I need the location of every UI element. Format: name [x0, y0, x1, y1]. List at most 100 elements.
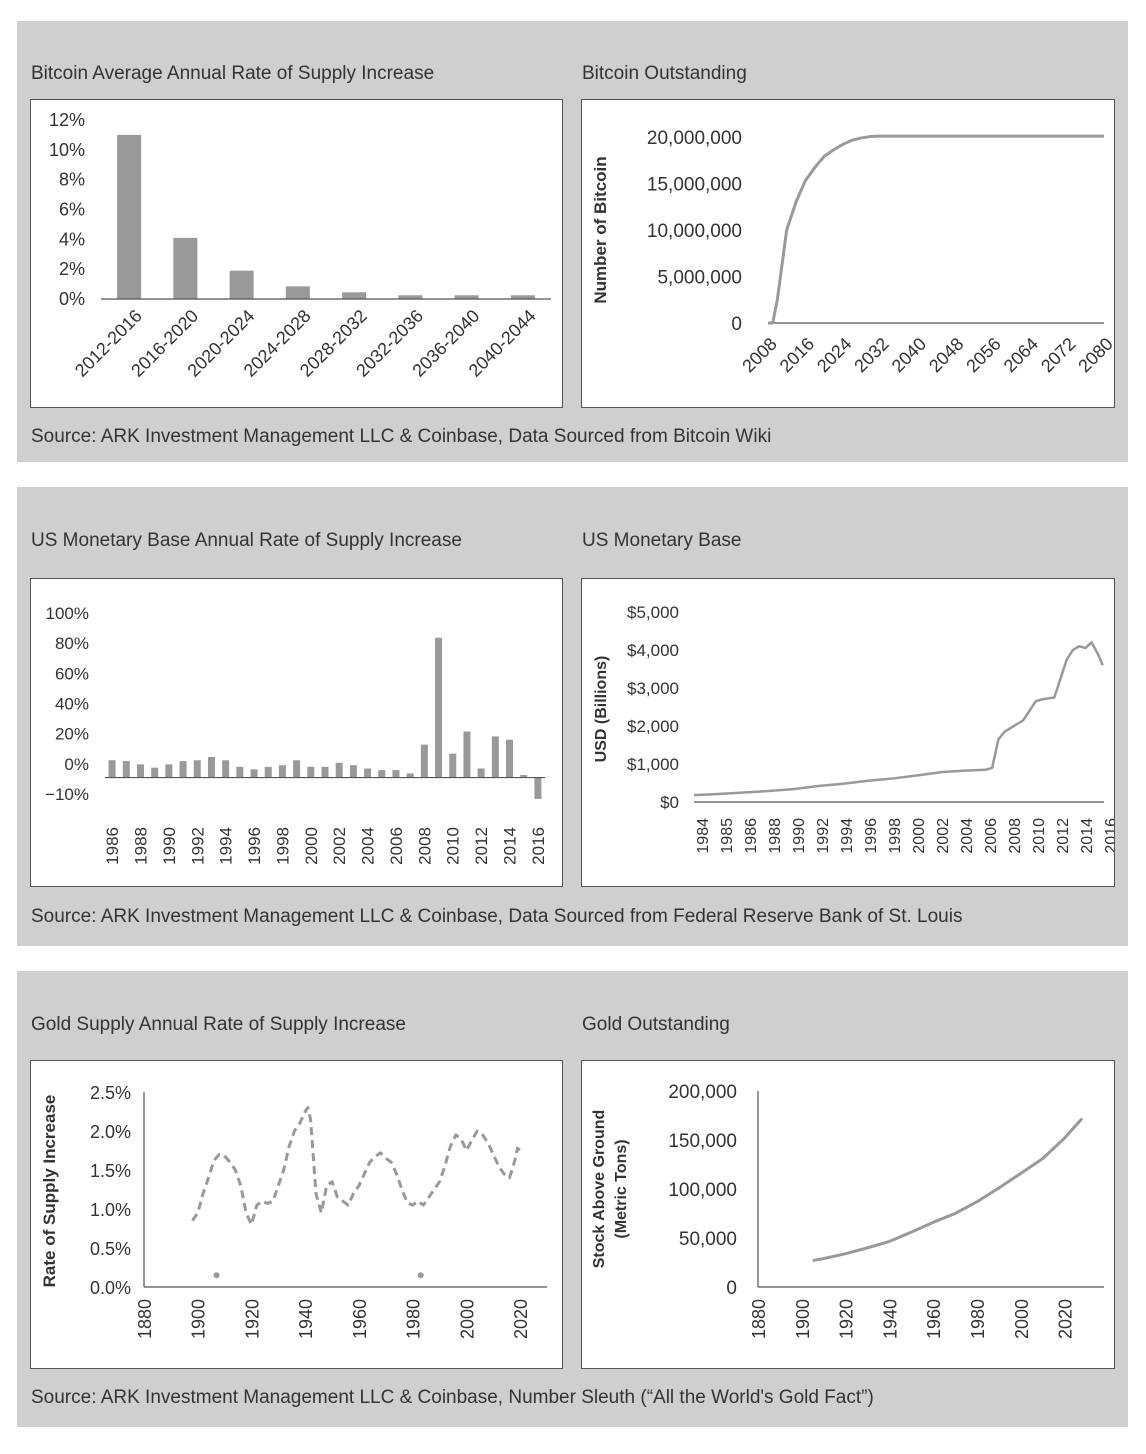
y-tick-label: 10,000,000 — [647, 221, 742, 242]
tick-label: 2006 — [983, 818, 1000, 854]
us-monetary-panel: US Monetary Base Annual Rate of Supply I… — [17, 487, 1128, 946]
y-tick-label: $2,000 — [627, 717, 679, 736]
tick-label: 2002 — [935, 818, 952, 854]
y-tick-label: 12% — [49, 110, 85, 130]
tick-label: 1880 — [135, 1299, 155, 1339]
tick-label: 1996 — [245, 827, 264, 865]
tick-label: 2012 — [1055, 818, 1072, 854]
tick-label: 1986 — [103, 827, 122, 865]
bar — [420, 744, 428, 778]
y-tick-label: 15,000,000 — [647, 175, 742, 196]
tick-label: 1986 — [743, 818, 760, 854]
y-tick-label: 8% — [59, 170, 85, 190]
bar — [173, 237, 198, 299]
bar — [151, 767, 159, 778]
y-tick-label: 0.0% — [90, 1278, 131, 1298]
us-rate-chart: −10% 0% 20% 40% 60% 80% 100% 1986 1988 1990 1992 19… — [45, 604, 548, 865]
bar — [510, 295, 535, 299]
gold-outstanding-chart: 0 50,000 100,000 150,000 200,000 1880 1900 1920… — [591, 1082, 1104, 1339]
bar — [179, 761, 187, 778]
y-tick-label: 5,000,000 — [657, 268, 742, 289]
tick-label: 2048 — [925, 334, 967, 376]
tick-label: 1998 — [887, 818, 904, 854]
tick-label: 1980 — [404, 1299, 424, 1339]
bar — [136, 764, 144, 778]
tick-label: 1988 — [767, 818, 784, 854]
tick-label: 2032 — [850, 334, 892, 376]
y-tick-label: $1,000 — [627, 755, 679, 774]
bar — [534, 777, 542, 799]
tick-label: 1980 — [968, 1299, 988, 1339]
tick-label: 2072 — [1037, 334, 1079, 376]
tick-label: 2008 — [1007, 818, 1024, 854]
tick-label: 2006 — [387, 827, 406, 865]
axis-label: Stock Above Ground — [591, 1110, 608, 1269]
tick-label: 2020 — [1056, 1299, 1076, 1339]
tick-label: 1992 — [815, 818, 832, 854]
bar — [491, 736, 499, 778]
tick-label: 2020 — [511, 1299, 531, 1339]
chart-title: Bitcoin Outstanding — [582, 63, 747, 84]
bar — [335, 762, 343, 778]
bar — [236, 766, 244, 778]
data-point — [417, 1272, 424, 1279]
bar — [307, 766, 315, 778]
bar — [506, 739, 514, 778]
bar — [250, 769, 258, 778]
chart-title: Bitcoin Average Annual Rate of Supply In… — [31, 63, 435, 84]
tick-label: 1992 — [188, 827, 207, 865]
y-tick-label: 0 — [731, 314, 742, 335]
tick-label: 2002 — [330, 827, 349, 865]
y-tick-label: 10% — [49, 140, 85, 160]
bitcoin-outstanding-chart: 0 5,000,000 10,000,000 15,000,000 20,000,000… — [591, 128, 1115, 376]
bar — [398, 295, 423, 299]
y-tick-label: 20,000,000 — [647, 128, 742, 149]
tick-label: 2010 — [444, 827, 463, 865]
tick-label: 2024 — [813, 334, 855, 376]
tick-label: 1996 — [863, 818, 880, 854]
tick-label: 1960 — [350, 1299, 370, 1339]
y-tick-label: 200,000 — [668, 1082, 737, 1103]
tick-label: 2016 — [1103, 818, 1115, 854]
bar — [449, 753, 457, 778]
axis-label: Rate of Supply Increase — [40, 1095, 59, 1288]
y-tick-label: 0 — [726, 1278, 737, 1299]
tick-label: 1920 — [242, 1299, 262, 1339]
bar — [342, 292, 367, 299]
y-tick-label: $5,000 — [627, 603, 679, 622]
tick-label: 1900 — [189, 1299, 209, 1339]
chart-box-bitcoin-rate: 0% 2% 4% 6% 8% 10% 12% 2012-2016 2016-2020 2020-2… — [30, 99, 563, 408]
bar — [165, 764, 173, 778]
bar — [193, 760, 201, 778]
y-tick-label: 2.0% — [90, 1122, 131, 1142]
bar — [278, 765, 286, 778]
bar — [117, 134, 142, 299]
chart-title: Gold Outstanding — [582, 1014, 730, 1035]
gold-panel: Gold Supply Annual Rate of Supply Increa… — [17, 971, 1128, 1427]
bar — [264, 766, 272, 778]
bar — [392, 770, 400, 778]
y-tick-label: 1.5% — [90, 1161, 131, 1181]
tick-label: 2000 — [302, 827, 321, 865]
bar — [229, 270, 254, 299]
series-line — [191, 1106, 522, 1227]
bar — [454, 295, 479, 299]
tick-label: 2004 — [959, 818, 976, 854]
us-base-chart: $0 $1,000 $2,000 $3,000 $4,000 $5,000 1984 1985… — [593, 603, 1115, 854]
bar — [285, 286, 310, 299]
tick-label: 2016 — [776, 334, 818, 376]
bar — [108, 760, 116, 778]
y-tick-label: 20% — [55, 725, 89, 744]
y-tick-label: 60% — [55, 664, 89, 683]
y-tick-label: 1.0% — [90, 1200, 131, 1220]
tick-label: 2008 — [738, 334, 780, 376]
bar — [207, 756, 215, 778]
chart-box-gold-outstanding: 0 50,000 100,000 150,000 200,000 1880 1900 1920… — [581, 1060, 1115, 1369]
tick-label: 2064 — [1000, 334, 1042, 376]
y-tick-label: −10% — [45, 785, 89, 804]
chart-title: Gold Supply Annual Rate of Supply Increa… — [31, 1014, 406, 1035]
tick-label: 2080 — [1074, 334, 1115, 376]
bar — [293, 760, 301, 778]
tick-label: 1940 — [296, 1299, 316, 1339]
y-tick-label: 0% — [64, 755, 89, 774]
